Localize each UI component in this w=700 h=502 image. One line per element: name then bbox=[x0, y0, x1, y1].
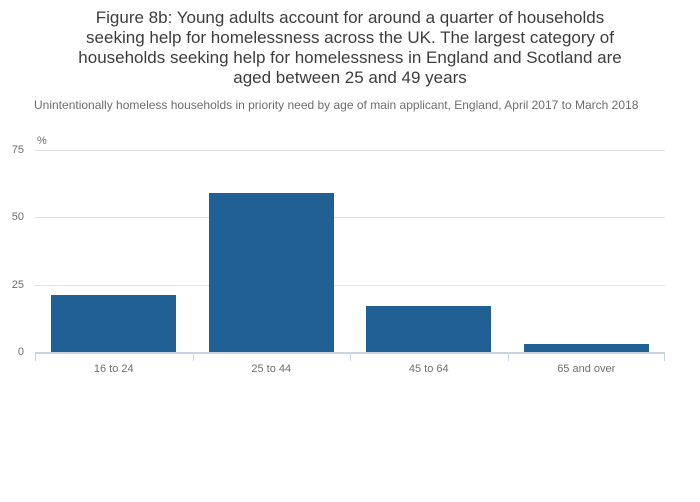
chart-subtitle: Unintentionally homeless households in p… bbox=[34, 98, 639, 112]
x-axis-tick bbox=[507, 352, 509, 361]
gridline-25 bbox=[35, 285, 665, 286]
y-axis-label-50: 50 bbox=[11, 211, 24, 223]
chart-title-line: aged between 25 and 49 years bbox=[233, 68, 467, 87]
x-axis-label-65-and-over: 65 and over bbox=[557, 363, 616, 375]
bar-65-and-over[interactable] bbox=[523, 344, 649, 352]
chart-plot: % 0 25 50 75 16 to 24 25 to 44 45 to 64 65 and … bbox=[0, 130, 700, 390]
gridline-75 bbox=[35, 150, 665, 151]
y-axis-label-75: 75 bbox=[11, 144, 24, 156]
bar-45-to-64[interactable] bbox=[366, 306, 492, 352]
bar-16-to-24[interactable] bbox=[51, 295, 177, 352]
y-axis-label-25: 25 bbox=[11, 279, 24, 291]
chart-title-line: seeking help for homelessness across the… bbox=[86, 28, 614, 47]
y-axis-unit-label: % bbox=[37, 135, 47, 147]
gridline-50 bbox=[35, 217, 665, 218]
x-axis-label-16-to-24: 16 to 24 bbox=[93, 363, 134, 375]
chart-title-line: Figure 8b: Young adults account for arou… bbox=[95, 8, 605, 27]
y-axis-label-0: 0 bbox=[17, 346, 24, 358]
bar-25-to-44[interactable] bbox=[208, 193, 334, 352]
x-axis-label-25-to-44: 25 to 44 bbox=[251, 363, 292, 375]
chart-title: Figure 8b: Young adults account for arou… bbox=[0, 8, 700, 88]
x-axis-tick bbox=[664, 352, 665, 361]
x-axis-tick bbox=[350, 352, 351, 361]
x-axis-tick bbox=[35, 352, 36, 361]
x-axis-tick bbox=[192, 352, 194, 361]
chart-title-line: households seeking help for homelessness… bbox=[78, 48, 622, 67]
x-axis-label-45-to-64: 45 to 64 bbox=[408, 363, 449, 375]
